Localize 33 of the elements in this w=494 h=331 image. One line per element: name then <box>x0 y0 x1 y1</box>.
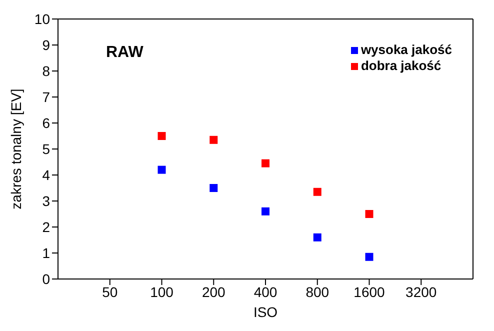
y-tick-label: 0 <box>42 270 50 287</box>
point <box>210 184 218 192</box>
y-tick-label: 3 <box>42 192 50 209</box>
x-tick-label: 800 <box>306 284 330 300</box>
x-tick-label: 1600 <box>354 284 386 300</box>
y-tick-label: 10 <box>34 10 50 27</box>
legend-label: dobra jakość <box>360 58 442 74</box>
legend-label: wysoka jakość <box>360 42 452 58</box>
point <box>210 136 218 144</box>
y-tick-label: 7 <box>42 88 50 105</box>
x-tick-label: 400 <box>254 284 278 300</box>
point <box>365 252 374 261</box>
point <box>365 210 374 218</box>
annotation: RAW <box>106 44 144 62</box>
y-tick-label: 6 <box>42 114 50 131</box>
y-tick-label: 2 <box>42 218 50 235</box>
x-tick-label: 3200 <box>406 284 437 300</box>
x-axis-title: ISO <box>253 304 278 320</box>
point <box>262 159 270 168</box>
y-tick-label: 9 <box>42 36 50 53</box>
x-tick-label: 100 <box>150 284 174 300</box>
x-tick-label: 200 <box>202 284 226 300</box>
y-tick-label: 4 <box>42 166 50 183</box>
y-tick-label: 1 <box>42 244 50 261</box>
y-tick-label: 8 <box>42 62 50 79</box>
y-tick-label: 5 <box>42 140 50 157</box>
point <box>313 188 322 196</box>
point <box>262 207 270 216</box>
point <box>313 233 322 242</box>
x-tick-label: 50 <box>102 284 118 300</box>
point <box>158 132 166 140</box>
y-axis-title: zakres tonalny [EV] <box>8 88 24 210</box>
point <box>158 166 166 174</box>
